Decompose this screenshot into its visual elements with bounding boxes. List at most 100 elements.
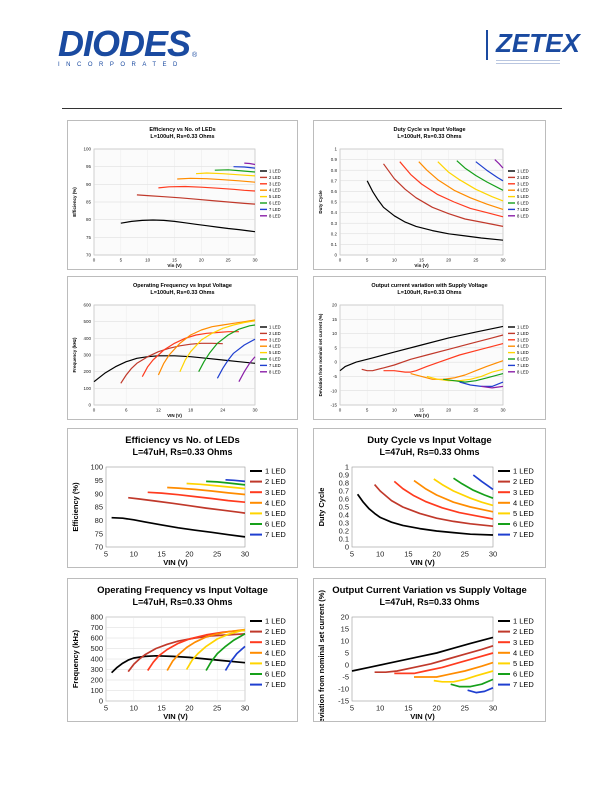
y-axis-label: Efficiency (%) [71, 482, 80, 532]
x-axis-label: VIN (V) [167, 413, 182, 418]
x-tick-label: 25 [473, 258, 479, 263]
series-line-7 [459, 381, 504, 388]
x-tick-label: 10 [130, 704, 138, 713]
diodes-logo-text: DIODES [58, 23, 191, 64]
legend-label: 2 LED [513, 627, 534, 636]
zetex-logo-bar [486, 30, 488, 60]
chart-title: Efficiency vs No. of LEDs [149, 127, 215, 133]
chart-title: Operating Frequency vs Input Voltage [97, 585, 268, 596]
x-tick-label: 10 [376, 550, 384, 559]
y-tick-label: 0.6 [339, 495, 349, 504]
series-line-1 [111, 654, 246, 674]
series-line-7 [216, 338, 256, 379]
y-tick-label: 0.9 [339, 471, 349, 480]
y-tick-label: 200 [90, 676, 103, 685]
chart-subtitle: L=100uH, Rs=0.33 Ohms [150, 134, 214, 140]
legend-label: 5 LED [517, 194, 529, 199]
x-tick-label: 30 [489, 550, 497, 559]
legend-label: 3 LED [513, 488, 534, 497]
series-line-2 [127, 632, 246, 673]
chart-subtitle: L=100uH, Rs=0.33 Ohms [150, 290, 214, 296]
y-tick-label: 300 [83, 353, 91, 358]
x-tick-label: 5 [350, 550, 354, 559]
y-tick-label: 0 [345, 543, 349, 552]
diodes-logo: DIODES INCORPORATED ® [58, 23, 197, 69]
chart-panel-efficiency-100uh: Efficiency vs No. of LEDs L=100uH, Rs=0.3… [67, 120, 298, 270]
legend-label: 8 LED [269, 369, 281, 374]
page-header: DIODES INCORPORATED ® ZETEX [0, 0, 611, 112]
legend-label: 7 LED [517, 363, 529, 368]
x-axis-label: VIN (V) [414, 413, 429, 418]
series-line-6 [453, 477, 494, 499]
legend-label: 5 LED [513, 509, 534, 518]
legend-label: 3 LED [265, 488, 286, 497]
legend-label: 3 LED [517, 181, 529, 186]
y-tick-label: 70 [95, 543, 103, 552]
x-tick-label: 0 [339, 408, 342, 413]
y-tick-label: 15 [332, 317, 338, 322]
series-line-2 [361, 334, 504, 372]
chart-title: Efficiency vs No. of LEDs [125, 435, 240, 446]
registered-mark-icon: ® [192, 52, 198, 59]
legend-label: 7 LED [265, 680, 286, 689]
y-tick-label: 0 [334, 360, 337, 365]
x-tick-label: 15 [419, 408, 425, 413]
series-line-7 [475, 161, 504, 182]
x-tick-label: 10 [145, 258, 151, 263]
series-line-4 [167, 486, 246, 496]
series-line-1 [351, 636, 494, 672]
y-axis-label: Frequency (kHz) [71, 629, 80, 688]
chart-subtitle: L=47uH, Rs=0.33 Ohms [132, 447, 232, 457]
series-line-3 [158, 185, 256, 192]
legend-label: 5 LED [265, 659, 286, 668]
y-tick-label: 0.7 [339, 487, 349, 496]
series-line-3 [383, 343, 504, 373]
legend-label: 1 LED [265, 617, 286, 626]
chart-title: Duty Cycle vs Input Voltage [367, 435, 491, 446]
x-axis-label: VIN (V) [163, 558, 188, 567]
legend-label: 1 LED [517, 168, 529, 173]
y-tick-label: 80 [95, 516, 103, 525]
legend-label: 4 LED [265, 498, 286, 507]
chart-panel-efficiency-47uh: Efficiency vs No. of LEDs L=47uH, Rs=0.33… [67, 428, 298, 568]
diodes-logo-subtext: INCORPORATED [58, 62, 184, 68]
chart-subtitle: L=100uH, Rs=0.33 Ohms [397, 290, 461, 296]
x-axis-label: VIN (V) [410, 712, 435, 721]
series-line-6 [443, 373, 504, 383]
x-tick-label: 0 [339, 258, 342, 263]
legend-label: 2 LED [269, 331, 281, 336]
x-tick-label: 15 [404, 550, 412, 559]
series-line-1 [111, 516, 246, 538]
series-line-4 [418, 161, 504, 210]
y-tick-label: 0.3 [339, 519, 349, 528]
x-tick-label: 0 [93, 408, 96, 413]
y-tick-label: 0 [99, 697, 103, 706]
y-tick-label: 1 [334, 147, 337, 152]
series-line-7 [224, 645, 246, 671]
series-line-5 [186, 482, 246, 490]
y-tick-label: 15 [341, 625, 349, 634]
legend-label: 8 LED [269, 213, 281, 218]
series-line-7 [233, 166, 256, 169]
x-tick-label: 6 [125, 408, 128, 413]
x-tick-label: 20 [446, 258, 452, 263]
x-tick-label: 15 [419, 258, 425, 263]
x-tick-label: 30 [489, 704, 497, 713]
y-axis-label: Deviation from nominal set current (%) [318, 313, 323, 396]
x-tick-label: 15 [157, 704, 165, 713]
y-tick-label: 80 [86, 217, 92, 222]
y-tick-label: 5 [334, 345, 337, 350]
x-axis-label: Vin (V) [167, 263, 182, 268]
legend-label: 7 LED [265, 530, 286, 539]
series-line-3 [394, 652, 494, 675]
x-tick-label: 20 [432, 704, 440, 713]
series-line-5 [433, 478, 494, 507]
chart-svg: Output Current Variation vs Supply Volta… [317, 585, 534, 721]
chart-subtitle: L=100uH, Rs=0.33 Ohms [397, 134, 461, 140]
legend-label: 5 LED [265, 509, 286, 518]
series-line-5 [195, 172, 256, 177]
y-tick-label: 0.2 [331, 231, 338, 236]
y-tick-label: 85 [86, 200, 92, 205]
x-tick-label: 18 [188, 408, 194, 413]
